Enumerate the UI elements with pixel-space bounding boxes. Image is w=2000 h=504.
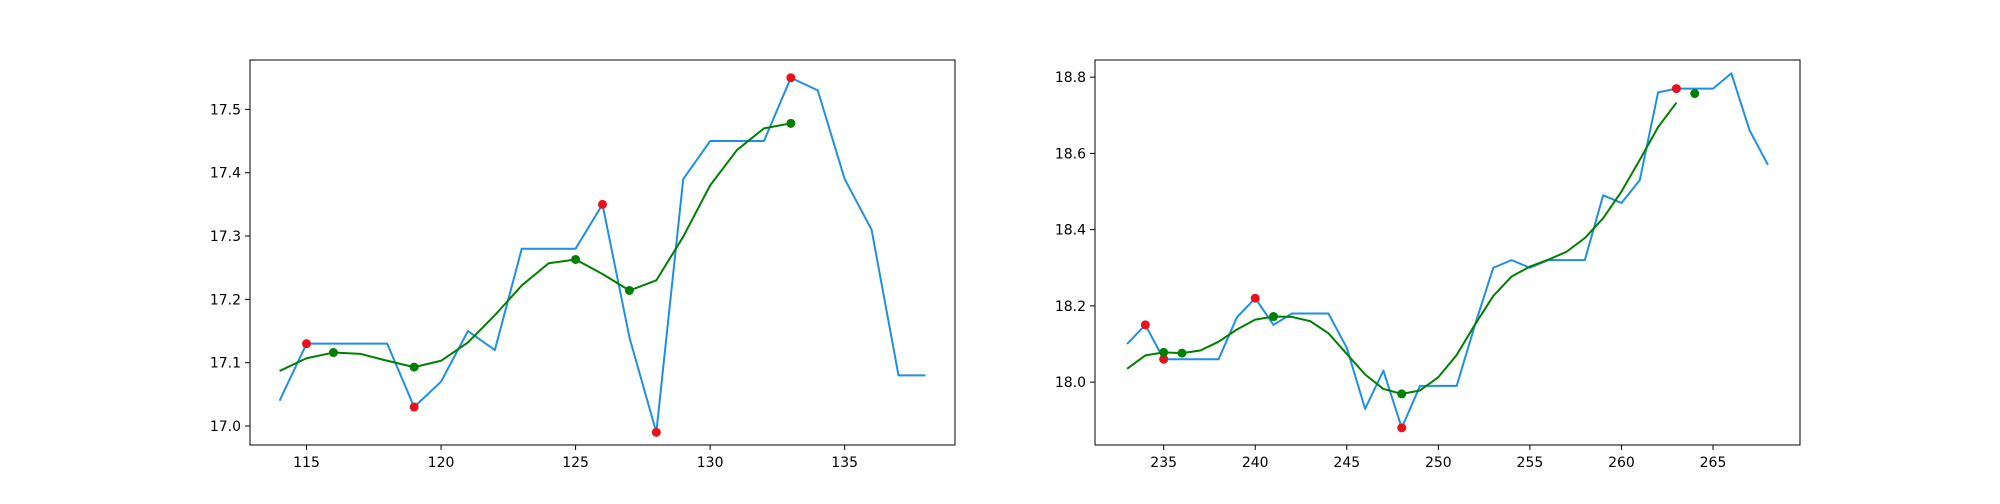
y-tick-label: 17.3 [210,229,241,245]
data-point-red_marker [1671,84,1681,94]
data-point-red_marker [786,73,796,83]
y-tick-label: 18.8 [1055,70,1086,86]
x-tick-label: 240 [1242,455,1269,471]
y-tick-label: 18.0 [1055,375,1086,391]
data-point-green_marker [1177,348,1187,358]
data-point-green_marker [1397,389,1407,399]
y-tick-label: 17.2 [210,292,241,308]
data-point-red_marker [302,339,312,349]
series-line-smooth_line [279,122,792,372]
data-point-green_marker [409,362,419,372]
y-tick-label: 17.4 [210,166,241,182]
x-tick-label: 255 [1517,455,1544,471]
x-tick-label: 250 [1425,455,1452,471]
data-point-green_marker [624,285,634,295]
x-tick-label: 130 [697,455,724,471]
x-tick-label: 125 [562,455,589,471]
data-point-red_marker [409,402,419,412]
x-tick-label: 245 [1333,455,1360,471]
y-tick-label: 17.5 [210,102,241,118]
data-point-red_marker [651,427,661,437]
data-point-red_marker [1397,423,1407,433]
x-tick-label: 135 [831,455,858,471]
x-tick-label: 235 [1150,455,1177,471]
series-line-smooth_line [1126,102,1678,395]
series-line-raw_line [278,76,926,434]
chart-panel-2: 235 240 245 250 255 260 265 18.0 18.2 18.4 18.6 18.… [1055,59,1801,471]
series-line-raw_line [1126,72,1769,429]
data-point-green_marker [1690,89,1700,99]
data-point-green_marker [786,118,796,128]
y-tick-label: 18.4 [1055,223,1086,239]
data-point-green_marker [328,348,338,358]
x-tick-label: 265 [1700,455,1727,471]
y-tick-label: 18.6 [1055,146,1086,162]
data-point-red_marker [1159,354,1169,364]
data-point-green_marker [1269,312,1279,322]
x-tick-label: 120 [428,455,455,471]
x-tick-label: 115 [293,455,320,471]
y-tick-label: 17.0 [210,419,241,435]
axes-frame [249,59,956,446]
data-point-green_marker [571,254,581,264]
x-tick-label: 260 [1608,455,1635,471]
data-point-red_marker [1250,293,1260,303]
y-tick-label: 18.2 [1055,299,1086,315]
data-point-green_marker [1159,347,1169,357]
data-point-red_marker [598,199,607,209]
axes-frame [1094,59,1801,446]
y-tick-label: 17.1 [210,356,241,372]
data-point-red_marker [1140,320,1150,330]
chart-panel-1: 115 120 125 130 135 17.0 17.1 17.2 17.3 17.4 17.5 [210,59,956,471]
